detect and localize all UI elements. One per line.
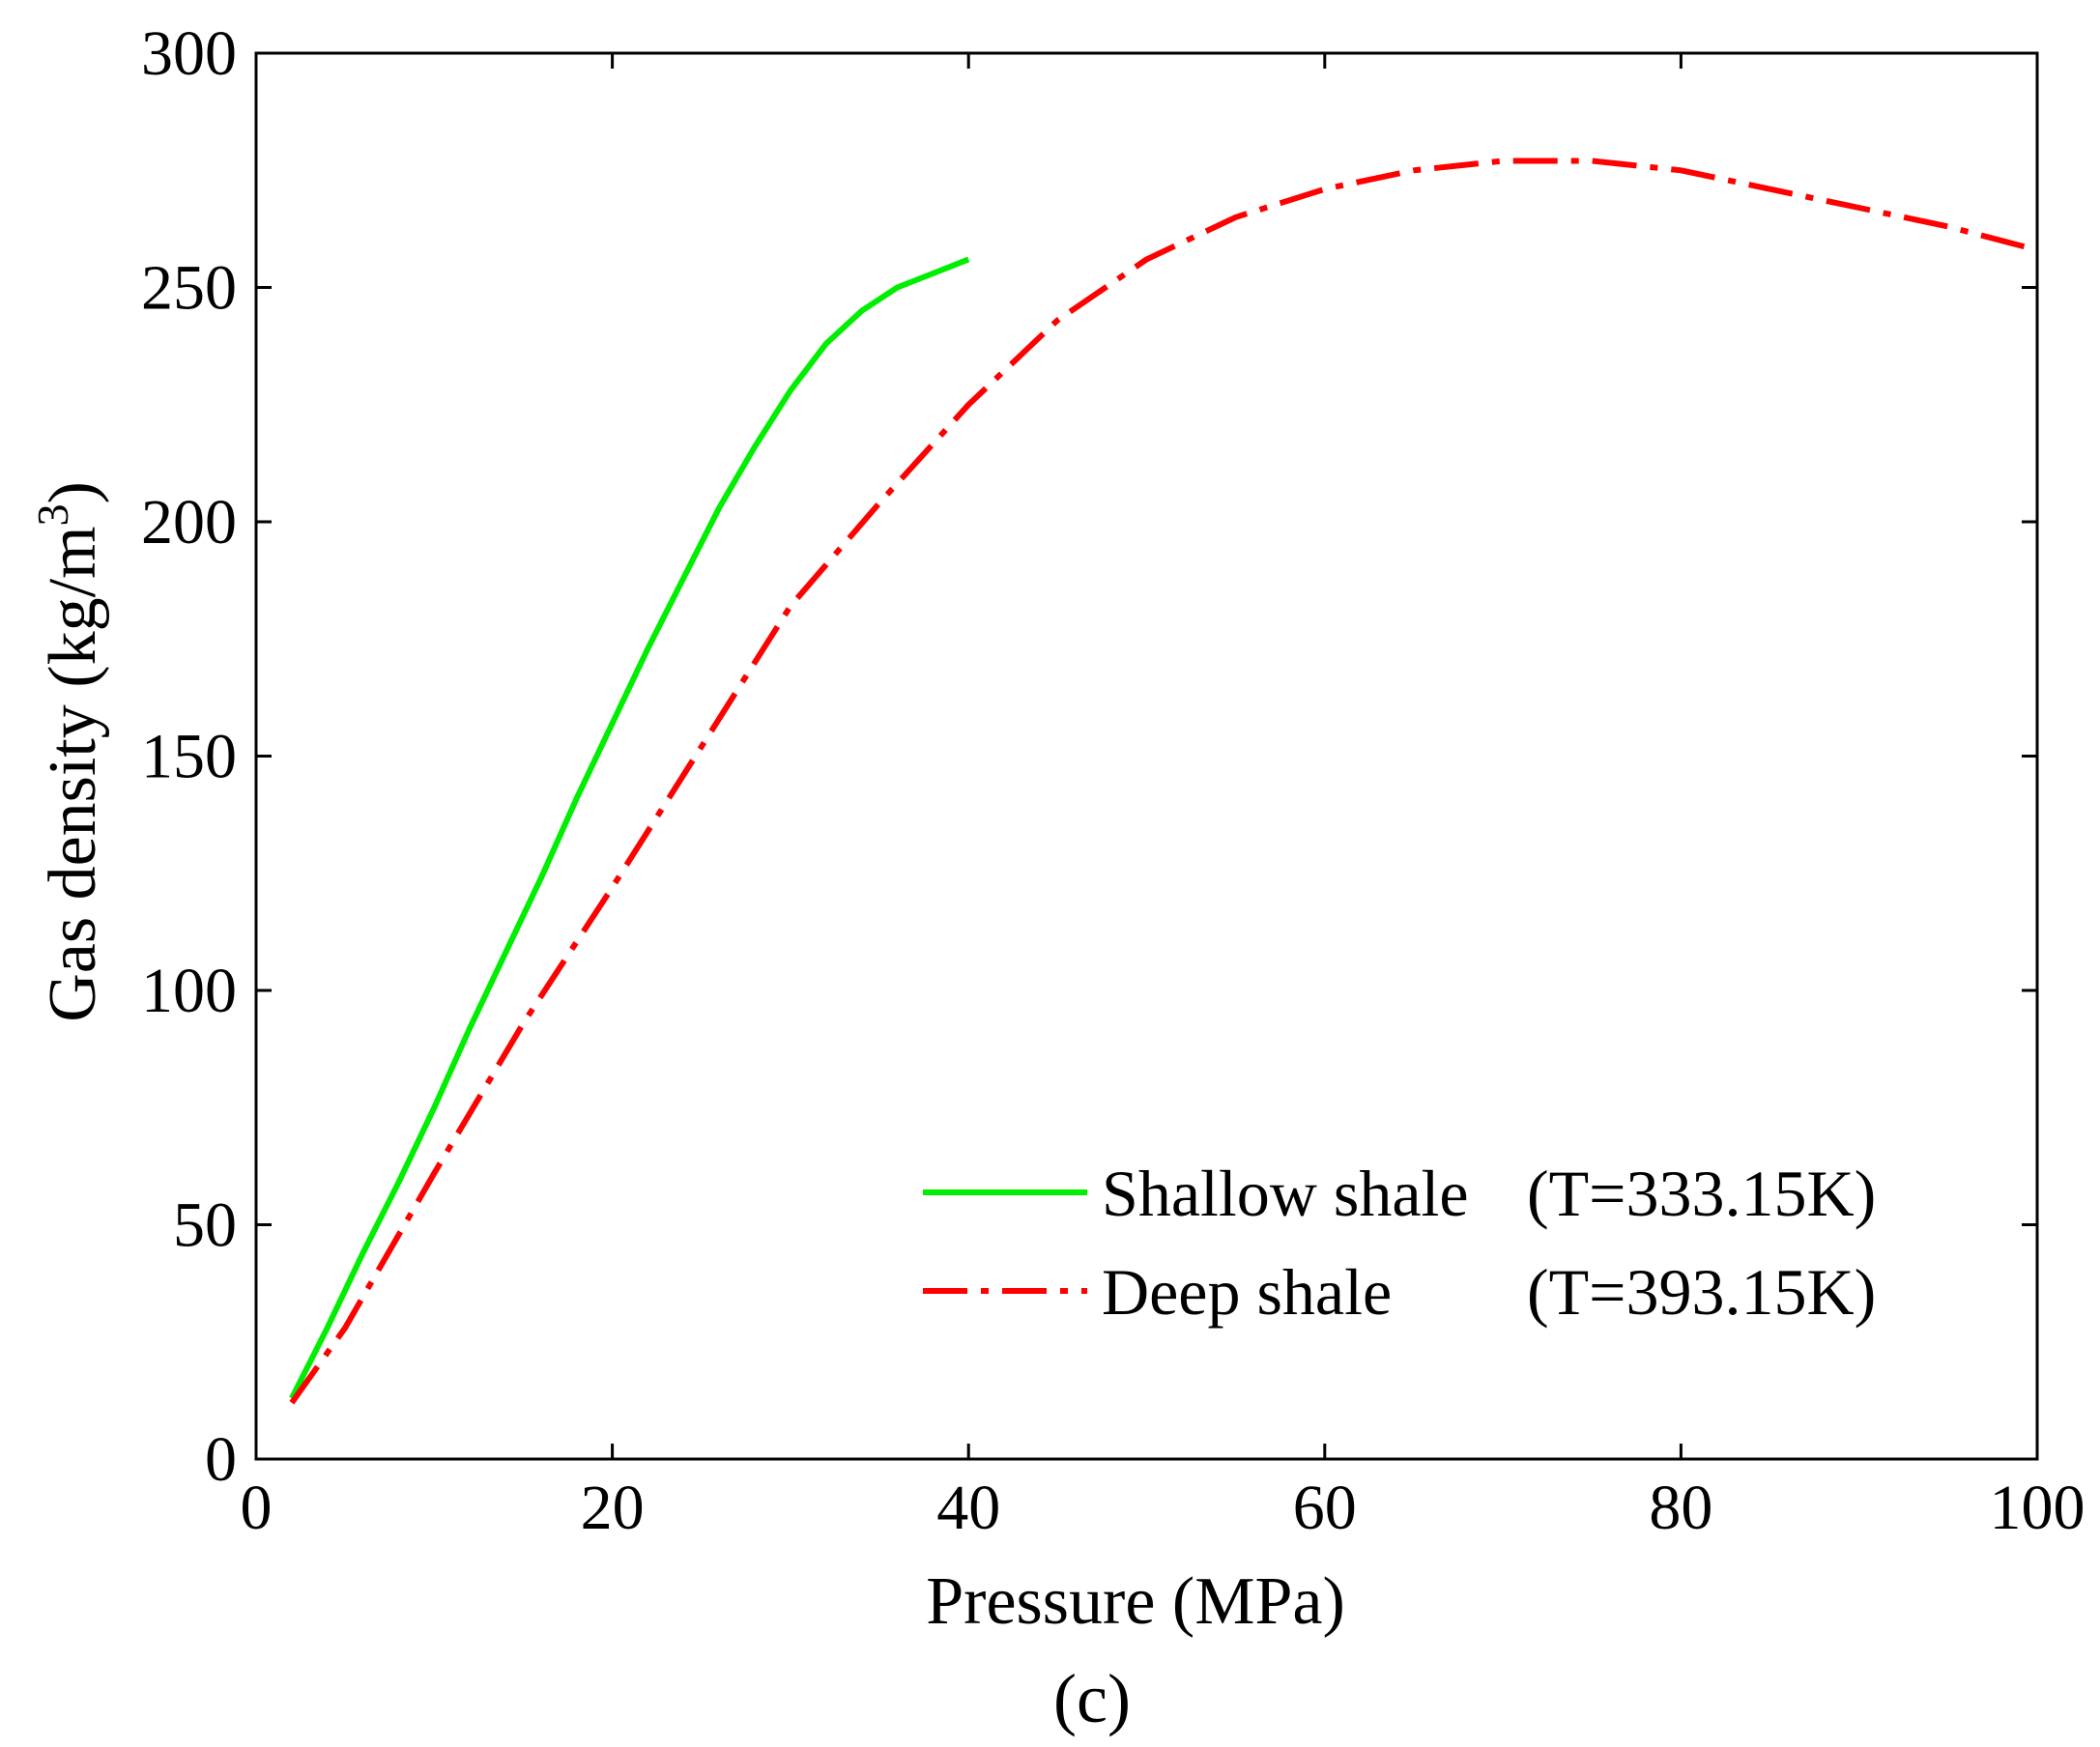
x-tick-labels: 0 20 40 60 80 100 — [241, 1473, 2086, 1543]
y-tick-label: 200 — [141, 487, 237, 558]
y-tick-labels: 0 50 100 150 200 250 300 — [141, 18, 237, 1495]
y-tick-label: 150 — [141, 722, 237, 792]
series-line-shallow-shale — [289, 256, 970, 1400]
legend-label-deep-shale: Deep shale — [1102, 1255, 1392, 1329]
y-axis-label: Gas density (kg/m3) — [28, 481, 110, 1022]
x-tick-label: 60 — [1293, 1473, 1357, 1543]
plot-area — [254, 51, 2039, 1461]
x-tick-label: 20 — [581, 1473, 645, 1543]
panel-label: (c) — [1053, 1660, 1131, 1737]
axis-ticks — [254, 51, 2039, 1461]
x-tick-label: 80 — [1649, 1473, 1712, 1543]
y-tick-label: 0 — [205, 1424, 237, 1495]
y-axis-label-close: ) — [36, 481, 110, 503]
x-tick-label: 0 — [241, 1473, 273, 1543]
legend: Shallow shale (T=333.15K) Deep shale (T=… — [923, 1157, 1876, 1329]
y-tick-label: 300 — [141, 18, 237, 89]
y-tick-label: 250 — [141, 253, 237, 324]
legend-label-shallow-shale: Shallow shale — [1102, 1157, 1469, 1230]
x-axis-label: Pressure (MPa) — [926, 1564, 1345, 1639]
x-tick-label: 40 — [936, 1473, 1000, 1543]
y-axis-label-superscript: 3 — [28, 504, 77, 527]
series-layer — [289, 158, 2038, 1405]
y-axis-label-main: Gas density (kg/m — [36, 527, 110, 1022]
series-line-deep-shale — [289, 158, 2038, 1405]
y-tick-label: 100 — [141, 956, 237, 1026]
y-tick-label: 50 — [173, 1190, 237, 1261]
x-tick-label: 100 — [1990, 1473, 2086, 1543]
legend-condition-shallow-shale: (T=333.15K) — [1527, 1157, 1876, 1230]
legend-condition-deep-shale: (T=393.15K) — [1527, 1255, 1876, 1329]
